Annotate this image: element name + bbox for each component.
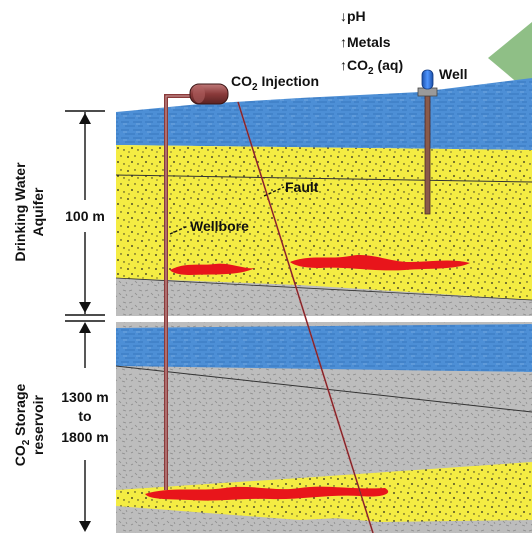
co2-plume-upper-left xyxy=(170,263,255,275)
well-label: Well xyxy=(439,66,468,82)
depth-line-3: 1800 m xyxy=(61,429,108,445)
depth-line-1: 1300 m xyxy=(61,389,108,405)
hill-shape xyxy=(488,22,532,95)
wellbore-label: Wellbore xyxy=(190,218,249,234)
depth-line-2: to xyxy=(78,408,91,424)
co2-tank-icon xyxy=(189,83,229,105)
co2-injection-label: CO2 Injection xyxy=(231,73,319,93)
upper-cross-section xyxy=(115,78,532,316)
co2-plume-lower xyxy=(145,486,389,501)
upper-zone-title-line1: Drinking Water xyxy=(12,162,28,262)
fault-label: Fault xyxy=(285,179,319,195)
lower-zone-title-line2: reservoir xyxy=(30,394,46,454)
wellbore-pipe xyxy=(164,94,194,490)
upper-dimension-arrow xyxy=(65,110,105,316)
effect-co2-aq: ↑CO2 (aq) xyxy=(340,57,403,77)
co2-plume-upper-right xyxy=(290,255,470,271)
monitoring-well-icon xyxy=(417,69,438,215)
upper-zone-title-line2: Aquifer xyxy=(30,187,46,237)
lower-cross-section xyxy=(115,322,532,533)
lower-zone-title-line1: CO2 Storage xyxy=(12,383,32,466)
upper-thickness-label: 100 m xyxy=(65,208,105,224)
effect-ph: ↓pH xyxy=(340,8,366,24)
effect-metals: ↑Metals xyxy=(340,34,391,50)
lower-dimension-arrow xyxy=(65,320,105,530)
